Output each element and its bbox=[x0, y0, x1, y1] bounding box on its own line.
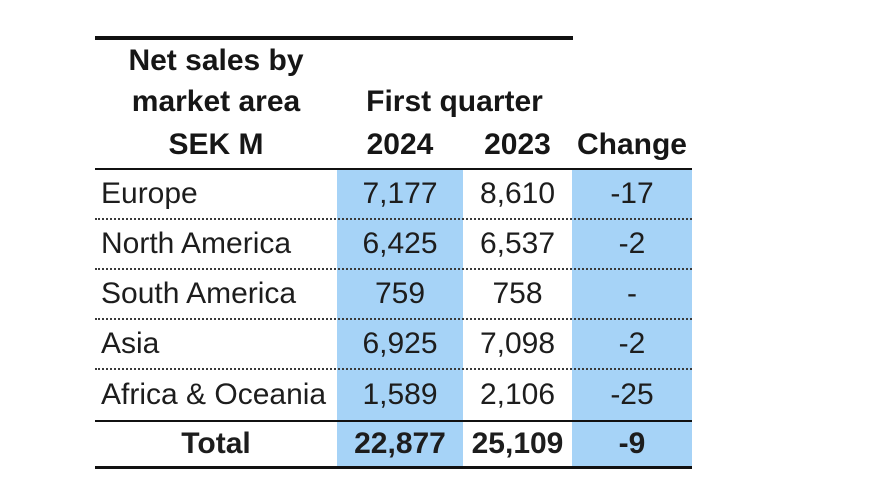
table-title-line1: Net sales by bbox=[128, 44, 304, 77]
cell-2024: 759 bbox=[374, 277, 426, 310]
row-label: Europe bbox=[101, 177, 198, 210]
cell-change: -17 bbox=[610, 177, 654, 210]
table-row-total: Total 22,877 25,109 -9 bbox=[95, 422, 692, 466]
row-label: Asia bbox=[101, 327, 160, 360]
cell-2023: 758 bbox=[492, 277, 543, 310]
table-row-asia: Asia 6,925 7,098 -2 bbox=[95, 320, 692, 370]
spacer bbox=[572, 82, 692, 122]
spacer bbox=[463, 40, 572, 82]
total-separator-rule bbox=[95, 420, 692, 422]
table-bottom-rule bbox=[95, 466, 692, 469]
table-row-south-america: South America 759 758 - bbox=[95, 270, 692, 320]
table-row-north-america: North America 6,425 6,537 -2 bbox=[95, 220, 692, 270]
cell-2023: 6,537 bbox=[479, 227, 556, 260]
unit-label: SEK M bbox=[168, 128, 264, 161]
row-label: North America bbox=[101, 227, 292, 260]
column-header-2024: 2024 bbox=[366, 128, 434, 161]
table-title-line2: market area bbox=[131, 85, 301, 118]
column-header-change: Change bbox=[576, 128, 687, 161]
cell-change: -2 bbox=[618, 327, 646, 360]
cell-2024: 6,925 bbox=[362, 327, 438, 360]
table-row-europe: Europe 7,177 8,610 -17 bbox=[95, 170, 692, 220]
cell-2024: 6,425 bbox=[362, 227, 438, 260]
row-label: South America bbox=[101, 277, 297, 310]
total-change: -9 bbox=[618, 427, 646, 460]
total-2024: 22,877 bbox=[354, 427, 446, 460]
period-group-label: First quarter bbox=[366, 85, 543, 118]
net-sales-table: Net sales by market area First quarter S… bbox=[95, 36, 692, 469]
column-header-row: SEK M 2024 2023 Change bbox=[95, 122, 692, 168]
header-title-row-1: Net sales by bbox=[95, 40, 692, 82]
header-title-row-2: market area First quarter bbox=[95, 82, 692, 122]
total-2023: 25,109 bbox=[471, 427, 564, 460]
cell-change: -25 bbox=[610, 378, 654, 411]
row-label: Africa & Oceania bbox=[101, 378, 327, 411]
cell-2023: 8,610 bbox=[479, 177, 556, 210]
total-label: Total bbox=[181, 427, 251, 460]
header-underline-rule bbox=[95, 168, 692, 170]
cell-2024: 1,589 bbox=[362, 378, 438, 411]
spacer bbox=[337, 40, 463, 82]
spacer bbox=[572, 40, 692, 82]
table-top-rule bbox=[95, 36, 573, 40]
cell-change: - bbox=[627, 277, 637, 310]
cell-2023: 2,106 bbox=[479, 378, 556, 411]
cell-2023: 7,098 bbox=[479, 327, 556, 360]
cell-change: -2 bbox=[618, 227, 646, 260]
table-row-africa-oceania: Africa & Oceania 1,589 2,106 -25 bbox=[95, 370, 692, 420]
cell-2024: 7,177 bbox=[362, 177, 438, 210]
column-header-2023: 2023 bbox=[484, 128, 551, 161]
